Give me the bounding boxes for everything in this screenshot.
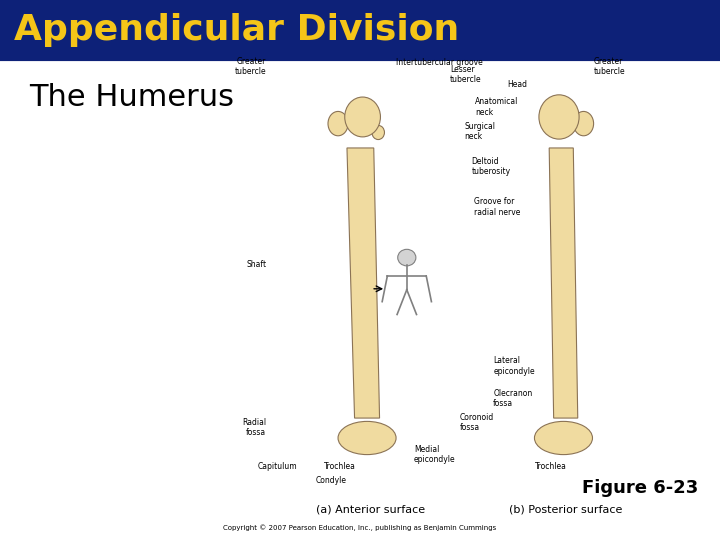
Ellipse shape: [397, 249, 416, 266]
Text: Lesser
tubercle: Lesser tubercle: [450, 65, 482, 84]
Ellipse shape: [345, 97, 380, 137]
FancyBboxPatch shape: [0, 0, 720, 59]
Text: Appendicular Division: Appendicular Division: [14, 13, 459, 46]
Text: Anatomical
neck: Anatomical neck: [475, 97, 518, 117]
Ellipse shape: [534, 421, 593, 455]
Ellipse shape: [574, 111, 593, 136]
Text: (a) Anterior surface: (a) Anterior surface: [316, 504, 426, 514]
Text: Medial
epicondyle: Medial epicondyle: [414, 445, 456, 464]
Text: Intertubercular groove: Intertubercular groove: [396, 58, 482, 66]
Polygon shape: [347, 148, 379, 418]
Text: Greater
tubercle: Greater tubercle: [594, 57, 626, 76]
Text: Figure 6-23: Figure 6-23: [582, 478, 698, 497]
Polygon shape: [549, 148, 577, 418]
Ellipse shape: [328, 111, 348, 136]
Text: Condyle: Condyle: [315, 476, 347, 485]
Ellipse shape: [539, 95, 579, 139]
Text: Deltoid
tuberosity: Deltoid tuberosity: [472, 157, 510, 176]
Text: Greater
tubercle: Greater tubercle: [235, 57, 266, 76]
Text: Olecranon
fossa: Olecranon fossa: [493, 389, 533, 408]
Text: Capitulum: Capitulum: [257, 462, 297, 470]
Text: Copyright © 2007 Pearson Education, Inc., publishing as Benjamin Cummings: Copyright © 2007 Pearson Education, Inc.…: [223, 525, 497, 531]
Ellipse shape: [372, 125, 384, 139]
Ellipse shape: [338, 421, 396, 455]
Text: Radial
fossa: Radial fossa: [242, 418, 266, 437]
Text: Trochlea: Trochlea: [324, 462, 356, 470]
Text: Shaft: Shaft: [246, 260, 266, 269]
Text: Lateral
epicondyle: Lateral epicondyle: [493, 356, 535, 376]
Text: (b) Posterior surface: (b) Posterior surface: [508, 504, 622, 514]
Text: Trochlea: Trochlea: [535, 462, 567, 470]
Text: Surgical
neck: Surgical neck: [464, 122, 495, 141]
Text: Groove for
radial nerve: Groove for radial nerve: [474, 197, 520, 217]
Text: Head: Head: [508, 80, 528, 89]
Text: The Humerus: The Humerus: [29, 83, 234, 112]
Text: Coronoid
fossa: Coronoid fossa: [459, 413, 494, 432]
